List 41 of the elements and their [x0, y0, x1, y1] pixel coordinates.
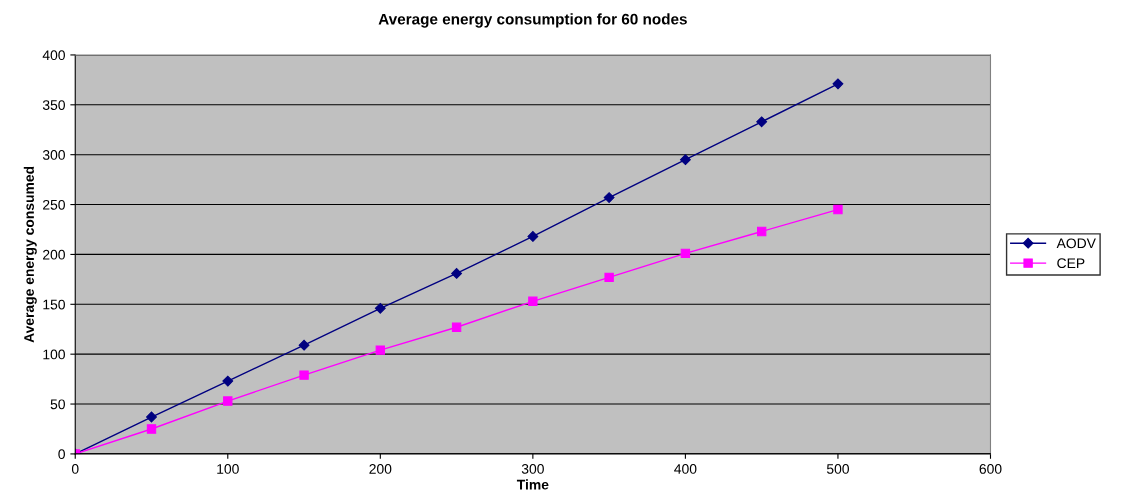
point: [146, 411, 157, 423]
point: [604, 272, 614, 283]
x-tick-label: 200: [369, 464, 392, 474]
y-tick-label: 100: [43, 349, 65, 360]
y-tick-label: 300: [42, 150, 65, 160]
point: [222, 375, 234, 387]
point: [679, 154, 691, 166]
point: [603, 192, 615, 204]
point: [451, 267, 463, 279]
y-tick-label: 350: [42, 100, 65, 110]
x-tick-label: 500: [826, 464, 849, 474]
point: [374, 302, 386, 314]
point: [375, 345, 386, 355]
y-tick-label: 0: [58, 449, 65, 460]
x-tick-label: 300: [521, 464, 544, 474]
y-tick-label: 200: [43, 249, 65, 260]
x-tick-label: 0: [71, 464, 79, 474]
x-tick-label: 600: [979, 464, 1002, 474]
point: [223, 396, 233, 406]
legend-label: CEP: [1057, 258, 1085, 269]
y-axis-title: Average energy consumed: [23, 166, 37, 343]
y-tick-label: 50: [50, 399, 65, 410]
point: [146, 424, 157, 434]
chart-title: Average energy consumption for 60 nodes: [378, 13, 687, 28]
x-tick-label: 400: [674, 464, 697, 474]
y-tick-label: 150: [43, 299, 65, 310]
point: [451, 322, 462, 332]
point: [680, 248, 691, 259]
point: [833, 204, 843, 215]
point: [756, 226, 767, 237]
point: [299, 370, 309, 380]
point: [298, 339, 310, 351]
y-tick-label: 250: [43, 199, 65, 210]
point: [756, 116, 768, 128]
y-tick-label: 400: [42, 50, 65, 61]
legend-label: AODV: [1056, 238, 1096, 249]
point: [528, 296, 538, 306]
point: [527, 231, 539, 242]
x-axis-title: Time: [516, 479, 549, 490]
x-tick-label: 100: [217, 464, 239, 474]
point: [832, 78, 844, 90]
